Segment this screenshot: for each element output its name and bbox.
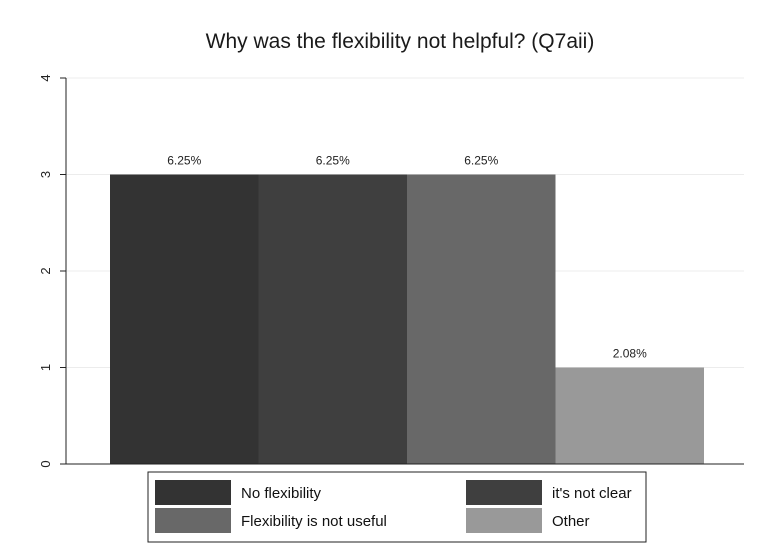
bars — [110, 174, 704, 464]
bar — [555, 367, 704, 464]
y-axis-ticks: 0 1 2 3 4 — [38, 74, 66, 468]
chart-title: Why was the flexibility not helpful? (Q7… — [206, 30, 595, 53]
legend-label: Other — [552, 513, 590, 530]
legend-swatch — [155, 508, 231, 533]
bar-labels: 6.25% 6.25% 6.25% 2.08% — [167, 154, 647, 361]
legend-swatch — [466, 508, 542, 533]
bar-value-label: 6.25% — [316, 154, 350, 168]
bar — [110, 174, 259, 464]
y-tick-label: 1 — [38, 364, 53, 371]
legend-label: Flexibility is not useful — [241, 513, 387, 530]
legend-label: it's not clear — [552, 485, 632, 502]
bar-value-label: 2.08% — [613, 347, 647, 361]
legend-swatch — [155, 480, 231, 505]
y-tick-label: 2 — [38, 267, 53, 274]
y-tick-label: 3 — [38, 171, 53, 178]
y-tick-label: 4 — [38, 74, 53, 81]
bar — [258, 174, 407, 464]
y-tick-label: 0 — [38, 460, 53, 467]
legend: No flexibility it's not clear Flexibility … — [147, 471, 647, 543]
bar — [407, 174, 556, 464]
bar-value-label: 6.25% — [464, 154, 498, 168]
bar-value-label: 6.25% — [167, 154, 201, 168]
legend-swatch — [466, 480, 542, 505]
legend-label: No flexibility — [241, 485, 322, 502]
